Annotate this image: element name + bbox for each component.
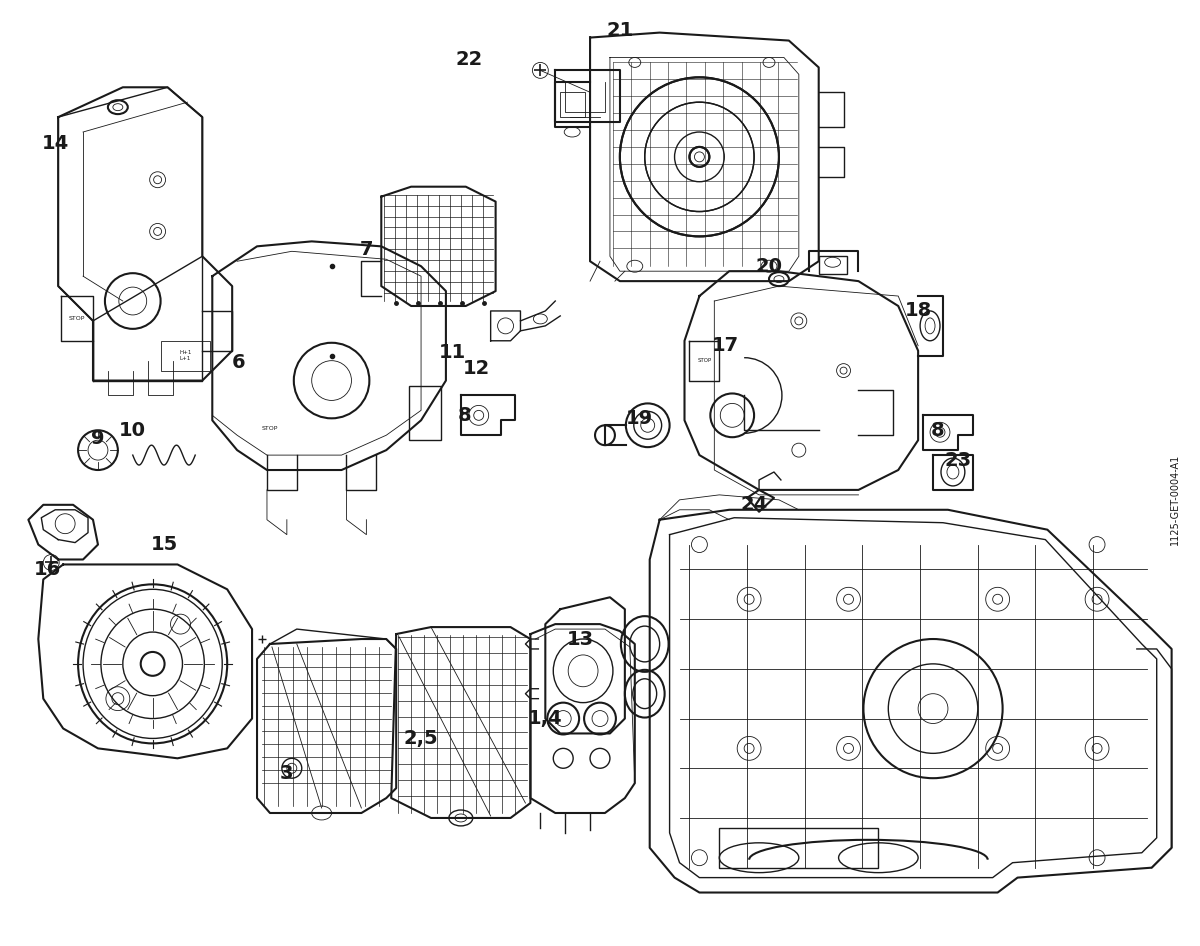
Text: 1125-GET-0004-A1: 1125-GET-0004-A1 (1170, 454, 1180, 546)
Text: 3: 3 (280, 763, 294, 782)
Text: 22: 22 (455, 50, 482, 69)
Text: 18: 18 (905, 302, 931, 321)
Bar (161, 341, 210, 371)
Text: 10: 10 (119, 421, 146, 440)
Text: 17: 17 (712, 336, 739, 356)
Bar (560, 93, 586, 117)
Text: 2,5: 2,5 (403, 729, 438, 748)
Text: 19: 19 (626, 409, 653, 428)
Text: STOP: STOP (262, 426, 278, 430)
Text: 12: 12 (463, 359, 491, 378)
Text: 24: 24 (740, 496, 768, 515)
Text: 11: 11 (439, 343, 467, 362)
Text: STOP: STOP (697, 359, 712, 363)
Text: 20: 20 (756, 256, 782, 275)
Bar (409, 386, 440, 440)
Text: 16: 16 (34, 560, 61, 579)
Text: 8: 8 (458, 406, 472, 425)
Text: 6: 6 (232, 353, 245, 372)
Text: 23: 23 (944, 450, 972, 469)
Text: 21: 21 (606, 21, 634, 40)
Text: 7: 7 (360, 240, 373, 259)
Text: 1,4: 1,4 (528, 710, 563, 728)
Text: 9: 9 (91, 429, 104, 447)
Bar (719, 828, 878, 867)
Text: 14: 14 (42, 134, 68, 153)
Bar (818, 256, 846, 274)
Text: H+1
L+1: H+1 L+1 (179, 350, 192, 361)
Text: 8: 8 (931, 421, 944, 440)
Text: 15: 15 (151, 535, 178, 554)
Text: 13: 13 (566, 629, 594, 649)
Text: STOP: STOP (68, 316, 85, 322)
